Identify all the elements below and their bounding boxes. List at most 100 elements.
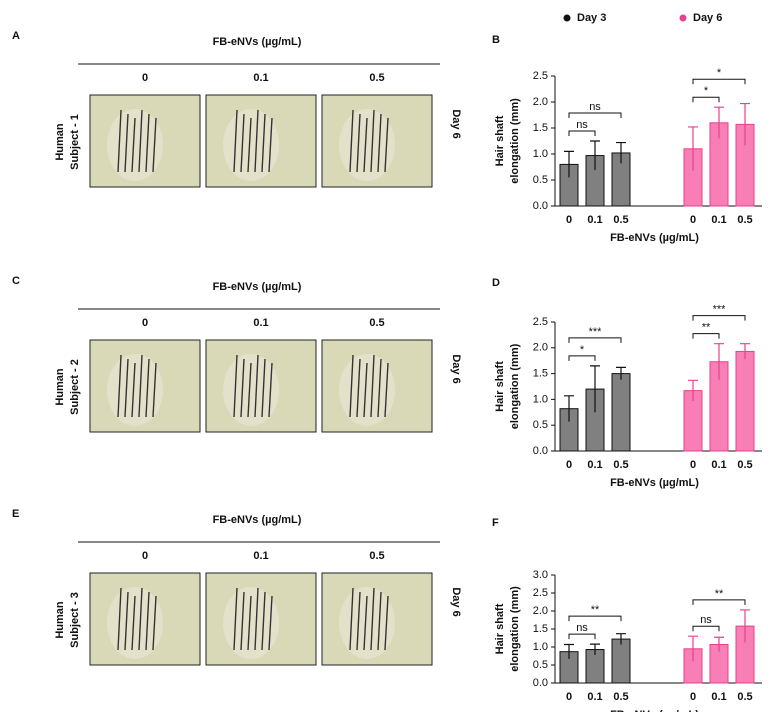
significance-label: ** — [715, 588, 724, 600]
x-tick-label: 0.1 — [711, 214, 726, 226]
y-axis-label: Hair shaft — [494, 361, 506, 412]
subject-label: Subject - 2 — [69, 359, 81, 415]
panel-letter: F — [492, 517, 499, 529]
dose-label: 0.5 — [369, 317, 384, 329]
hair — [138, 109, 143, 173]
x-axis-label: FB-eNVs (µg/mL) — [610, 232, 699, 244]
error-bar — [564, 395, 574, 422]
legend-label: Day 6 — [693, 12, 722, 24]
panel-letter: E — [12, 508, 19, 520]
hair — [247, 362, 252, 418]
error-bar — [688, 379, 698, 401]
significance-label: ns — [589, 101, 601, 113]
hair — [356, 113, 361, 173]
significance-bracket — [568, 130, 596, 136]
panel-title: FB-eNVs (µg/mL) — [213, 514, 302, 526]
y-tick-label: 2.0 — [533, 96, 548, 108]
error-bar — [564, 150, 574, 178]
significance-bracket — [568, 633, 596, 640]
hair — [124, 358, 129, 418]
y-tick-label: 1.5 — [533, 623, 548, 635]
hair-photo — [321, 572, 433, 666]
x-axis-label: FB-eNVs (µg/mL) — [610, 477, 699, 489]
y-tick-label: 1.5 — [533, 122, 548, 134]
subject-label: Human — [54, 123, 66, 161]
significance-bracket — [568, 337, 622, 343]
day-label: Day 6 — [450, 109, 462, 138]
hair — [145, 591, 150, 651]
y-tick-label: 0.5 — [533, 659, 548, 671]
x-tick-label: 0.5 — [613, 214, 628, 226]
y-axis-label: elongation (mm) — [509, 98, 521, 184]
x-tick-label: 0 — [690, 691, 696, 703]
significance-bracket — [692, 315, 746, 321]
significance-bracket — [692, 625, 720, 632]
hair-photo — [205, 572, 317, 666]
hair — [247, 117, 252, 173]
y-tick-label: 1.0 — [533, 148, 548, 160]
significance-label: ns — [700, 614, 712, 626]
error-bar — [616, 366, 626, 380]
subject-label: Subject - 1 — [69, 114, 81, 170]
hair — [268, 362, 273, 418]
dose-label: 0 — [142, 317, 148, 329]
hair — [268, 595, 273, 651]
dose-label: 0.1 — [253, 317, 268, 329]
bar — [611, 638, 631, 684]
hair-photo — [321, 339, 433, 433]
y-tick-label: 0.0 — [533, 200, 548, 212]
x-tick-label: 0.5 — [737, 214, 752, 226]
hair — [131, 117, 136, 173]
error-bar — [740, 343, 750, 360]
hair — [117, 109, 122, 173]
hair — [240, 591, 245, 651]
legend-dot — [679, 14, 687, 22]
significance-label: * — [704, 85, 709, 97]
hair-photo — [205, 94, 317, 188]
significance-bracket — [692, 599, 746, 605]
hair — [131, 595, 136, 651]
hair — [138, 587, 143, 651]
hair — [152, 595, 157, 651]
hair — [349, 109, 354, 173]
hair — [152, 117, 157, 173]
dose-label: 0 — [142, 550, 148, 562]
subject-label: Human — [54, 601, 66, 639]
x-tick-label: 0 — [690, 459, 696, 471]
y-tick-label: 2.5 — [533, 70, 548, 82]
hair — [254, 354, 259, 418]
y-tick-label: 2.5 — [533, 587, 548, 599]
error-bar — [564, 643, 574, 659]
x-tick-label: 0.5 — [613, 459, 628, 471]
hair — [131, 362, 136, 418]
x-tick-label: 0.5 — [737, 459, 752, 471]
bar — [611, 373, 631, 452]
y-tick-label: 1.5 — [533, 368, 548, 380]
panel-letter: C — [12, 275, 20, 287]
hair — [356, 358, 361, 418]
error-bar — [688, 635, 698, 662]
significance-label: * — [580, 344, 585, 356]
hair-photo — [89, 94, 201, 188]
y-tick-label: 0.5 — [533, 419, 548, 431]
hair — [233, 354, 238, 418]
hair-photo — [321, 94, 433, 188]
error-bar — [714, 343, 724, 380]
hair — [377, 358, 382, 418]
dose-label: 0.1 — [253, 550, 268, 562]
hair — [384, 595, 389, 651]
hair — [363, 117, 368, 173]
hair — [377, 113, 382, 173]
significance-label: * — [717, 67, 722, 79]
y-tick-label: 2.0 — [533, 605, 548, 617]
significance-bracket — [568, 112, 622, 118]
hair — [124, 113, 129, 173]
dose-label: 0.1 — [253, 72, 268, 84]
y-axis-label: elongation (mm) — [509, 343, 521, 429]
hair — [254, 109, 259, 173]
day-label: Day 6 — [450, 587, 462, 616]
x-tick-label: 0 — [566, 691, 572, 703]
hair — [384, 117, 389, 173]
dose-label: 0.5 — [369, 550, 384, 562]
panel-letter: B — [492, 34, 500, 46]
